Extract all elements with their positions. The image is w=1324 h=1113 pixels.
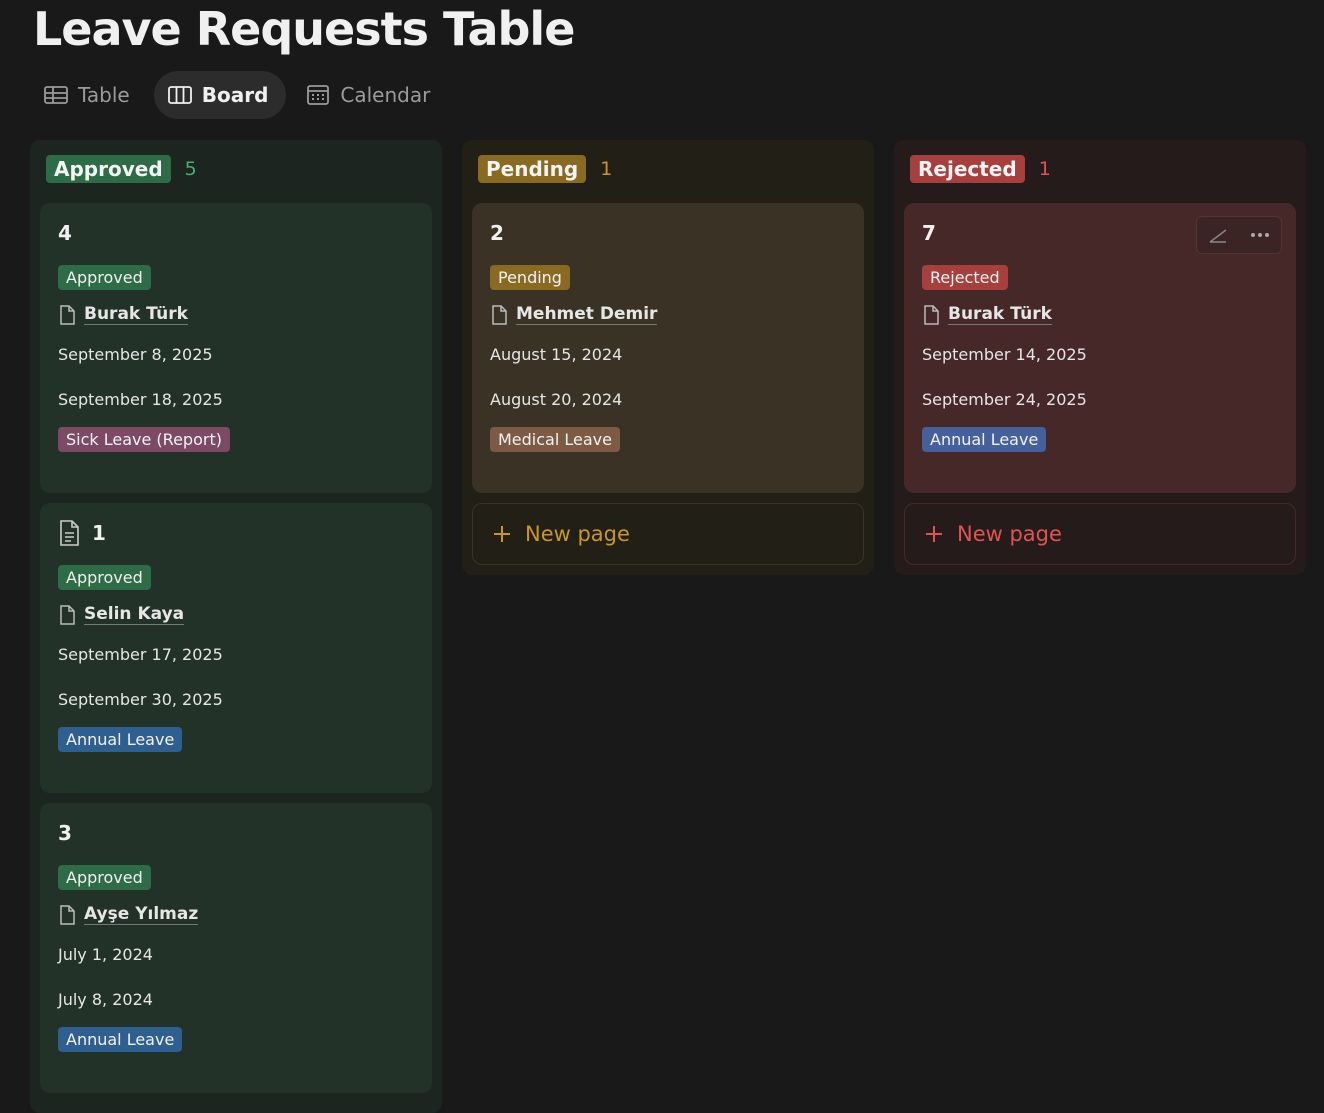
person: Ayşe Yılmaz [58,904,414,925]
new-page-button[interactable]: New page [904,503,1296,565]
person-name[interactable]: Selin Kaya [84,604,185,625]
person: Burak Türk [58,304,414,325]
column-badge: Pending [478,155,587,183]
view-tab[interactable]: Board [153,71,287,119]
column-header: Pending 1 [462,140,874,198]
end-date: September 30, 2025 [58,690,223,709]
status-pill: Approved [58,865,151,890]
card-title: 4 [58,219,414,247]
tab-label: Table [78,83,130,107]
person-name[interactable]: Burak Türk [948,304,1052,325]
page-title: Leave Requests Table [33,2,575,56]
card[interactable]: 4 Approved Burak Türk September 8, 2025 Sept… [40,203,432,493]
card[interactable]: 2 Pending Mehmet Demir August 15, 2024 Augus… [472,203,864,493]
start-date: August 15, 2024 [490,345,623,364]
status-row: Rejected [922,247,1278,290]
start-date: September 14, 2025 [922,345,1087,364]
person: Mehmet Demir [490,304,846,325]
card-title: 1 [58,519,414,547]
column-badge: Rejected [910,155,1025,183]
card[interactable]: 7 Rejected Burak Türk September 14, 2025 Sep… [904,203,1296,493]
column-count: 5 [184,158,197,180]
person-name[interactable]: Ayşe Yılmaz [84,904,199,925]
card[interactable]: 1 Approved Selin Kaya September 17, 2025 Sep… [40,503,432,793]
end-date: September 18, 2025 [58,390,223,409]
status-pill: Rejected [922,265,1008,290]
person-name[interactable]: Burak Türk [84,304,188,325]
more-button[interactable] [1239,217,1281,253]
leave-type-pill: Medical Leave [490,427,620,452]
leave-type-pill: Sick Leave (Report) [58,427,230,452]
end-date: September 24, 2025 [922,390,1087,409]
card-number: 2 [490,221,504,245]
type-row: Medical Leave [490,415,846,452]
type-row: Annual Leave [922,415,1278,452]
person: Burak Türk [922,304,1278,325]
card-title: 2 [490,219,846,247]
end-date: July 8, 2024 [58,990,153,1009]
status-row: Approved [58,247,414,290]
new-page-label: New page [525,522,630,546]
status-pill: Pending [490,265,570,290]
type-row: Annual Leave [58,1015,414,1052]
start-date: September 17, 2025 [58,645,223,664]
card[interactable]: 3 Approved Ayşe Yılmaz July 1, 2024 July 8, … [40,803,432,1093]
card-number: 1 [92,521,106,545]
board-column: Approved 5 4 Approved Burak Türk September 8,… [30,140,442,1113]
start-date: July 1, 2024 [58,945,153,964]
card-number: 4 [58,221,72,245]
leave-type-pill: Annual Leave [922,427,1047,452]
end-date: August 20, 2024 [490,390,623,409]
status-row: Pending [490,247,846,290]
view-tabs: Table Board Calendar [30,71,448,119]
person: Selin Kaya [58,604,414,625]
column-badge: Approved [46,155,171,183]
status-row: Approved [58,547,414,590]
column-count: 1 [1038,158,1051,180]
board-column: Pending 1 2 Pending Mehmet Demir August 15, 2… [462,140,874,575]
card-title: 3 [58,819,414,847]
card-title: 7 [922,219,1278,247]
type-row: Sick Leave (Report) [58,415,414,452]
edit-button[interactable] [1197,217,1239,253]
type-row: Annual Leave [58,715,414,752]
card-number: 3 [58,821,72,845]
card-actions[interactable] [1196,216,1282,254]
card-number: 7 [922,221,936,245]
person-name[interactable]: Mehmet Demir [516,304,658,325]
column-count: 1 [600,158,613,180]
view-tab[interactable]: Table [30,71,148,119]
tab-label: Calendar [340,83,431,107]
board-column: Rejected 1 7 Rejected Burak Türk September 14… [894,140,1306,575]
status-row: Approved [58,847,414,890]
leave-type-pill: Annual Leave [58,727,183,752]
new-page-button[interactable]: New page [472,503,864,565]
new-page-label: New page [957,522,1062,546]
status-pill: Approved [58,565,151,590]
start-date: September 8, 2025 [58,345,213,364]
column-header: Rejected 1 [894,140,1306,198]
tab-label: Board [201,83,269,107]
column-header: Approved 5 [30,140,442,198]
view-tab[interactable]: Calendar [292,71,448,119]
leave-type-pill: Annual Leave [58,1027,183,1052]
status-pill: Approved [58,265,151,290]
